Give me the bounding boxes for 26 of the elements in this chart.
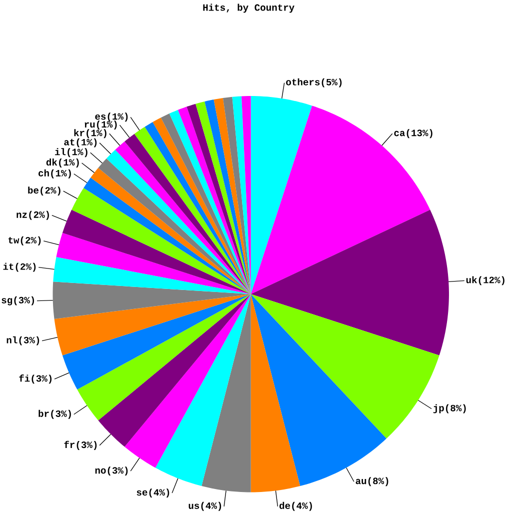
slice-label: ch(1%) (38, 169, 71, 178)
slice-label: no(3%) (95, 466, 128, 476)
slice-label: tw(2%) (8, 236, 41, 246)
slice-label: at(1%) (64, 138, 97, 148)
slice-label: uk(12%) (466, 276, 504, 286)
slice-label: br(3%) (38, 410, 71, 419)
slice-label: de(4%) (279, 502, 312, 511)
slice-label: nl(3%) (6, 336, 40, 346)
slice-label: sg(3%) (2, 296, 34, 306)
slice-label: ru(1%) (84, 120, 117, 130)
chart-title: Hits, by Country (203, 4, 294, 13)
slice-label: ca(13%) (394, 129, 432, 138)
slice-label: be(2%) (28, 186, 60, 196)
slice-label: others(5%) (286, 78, 342, 88)
slice-label: nz(2%) (16, 210, 49, 220)
slice-label: fi(3%) (19, 374, 52, 384)
slice-label: es(1%) (95, 112, 128, 122)
slice-label: jp(8%) (433, 404, 466, 414)
slice-label: kr(1%) (74, 129, 106, 138)
slice-label: fr(3%) (64, 440, 97, 450)
slice-label: se(4%) (136, 488, 170, 498)
slice-label: il(1%) (54, 148, 88, 158)
slice-label: it(2%) (3, 262, 36, 272)
slice-label: dk(1%) (46, 158, 79, 168)
slice-label: us(4%) (188, 502, 222, 511)
slice-label: au(8%) (356, 477, 388, 486)
